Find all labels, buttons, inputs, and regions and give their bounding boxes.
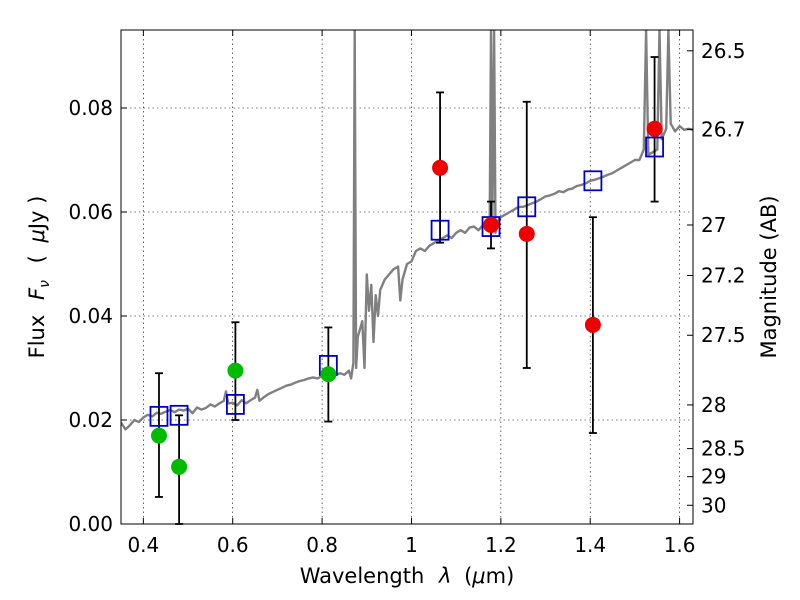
model-photometry-square <box>645 136 664 158</box>
y-axis-label: Flux Fν ( μJy ) <box>25 196 54 359</box>
y-axis-label-subscript: ν <box>37 280 53 288</box>
x-axis-label-symbol: λ <box>438 564 451 588</box>
photometry-point <box>227 362 244 379</box>
y2-tick-label: 28.5 <box>701 437 746 461</box>
y-tick-label: 0.00 <box>68 512 113 536</box>
x-tick-label: 0.4 <box>127 533 159 557</box>
photometry-point <box>646 120 663 137</box>
y2-tick-label: 26.5 <box>701 39 746 63</box>
x-tick-label: 1.4 <box>574 533 606 557</box>
y2-tick-label: 28 <box>701 393 726 417</box>
model-photometry-square <box>517 196 537 218</box>
y-axis-label-unit-mu: μ <box>25 229 49 243</box>
model-sed-line <box>121 30 693 431</box>
x-tick-label: 1 <box>405 533 418 557</box>
observed-photometry-series <box>150 120 663 475</box>
x-tick-label: 0.8 <box>306 533 338 557</box>
y2-tick-label: 27.2 <box>701 263 746 287</box>
x-axis-label: Wavelength λ (μm) <box>300 564 515 588</box>
y-tick-label: 0.08 <box>68 96 113 120</box>
x-axis-label-prefix: Wavelength <box>300 564 425 588</box>
y2-tick-label: 27 <box>701 213 726 237</box>
y-tick-label: 0.06 <box>68 200 113 224</box>
x-tick-label: 1.6 <box>664 533 696 557</box>
photometry-point <box>171 458 188 475</box>
y-tick-label: 0.04 <box>68 304 113 328</box>
y2-tick-label: 27.5 <box>701 323 746 347</box>
model-sed-series <box>121 30 693 431</box>
model-photometry-series <box>149 136 664 427</box>
y2-tick-label: 26.7 <box>701 117 746 141</box>
photometry-point <box>518 225 535 242</box>
model-photometry-square <box>149 405 169 427</box>
model-photometry-square <box>169 404 189 426</box>
y2-axis-label: Magnitude (AB) <box>757 195 781 358</box>
model-photometry-square <box>225 393 245 415</box>
y-axis-label-symbol: F <box>25 287 49 300</box>
model-photometry-square <box>430 219 450 241</box>
y2-tick-label: 30 <box>701 493 726 517</box>
photometry-point <box>432 159 449 176</box>
x-axis-label-unit-mu: μ <box>471 564 485 588</box>
y-axis-label-unit-rest: Jy ) <box>25 196 49 232</box>
photometry-point <box>584 316 601 333</box>
x-axis-ticks: 0.4 0.6 0.8 1 1.2 1.4 1.6 <box>127 30 696 557</box>
photometry-point <box>483 217 500 233</box>
plot-frame <box>120 29 694 525</box>
x-tick-label: 0.6 <box>217 533 249 557</box>
x-tick-label: 1.2 <box>485 533 517 557</box>
x-axis-label-unit-open: ( <box>464 564 472 588</box>
y-tick-label: 0.02 <box>68 408 113 432</box>
y-axis-label-unit-open: ( <box>25 255 49 263</box>
x-axis-label-unit-rest: m) <box>486 564 515 588</box>
y-axis-label-prefix: Flux <box>25 315 49 359</box>
y2-tick-label: 29 <box>701 465 726 489</box>
model-photometry-square <box>583 170 603 192</box>
photometry-point <box>320 366 337 383</box>
photometry-point <box>150 427 167 444</box>
y2-axis-ticks: 26.5 26.7 27 27.2 27.5 28 28.5 29 30 <box>687 39 746 517</box>
y-axis-ticks: 0.00 0.02 0.04 0.06 0.08 <box>68 96 127 536</box>
